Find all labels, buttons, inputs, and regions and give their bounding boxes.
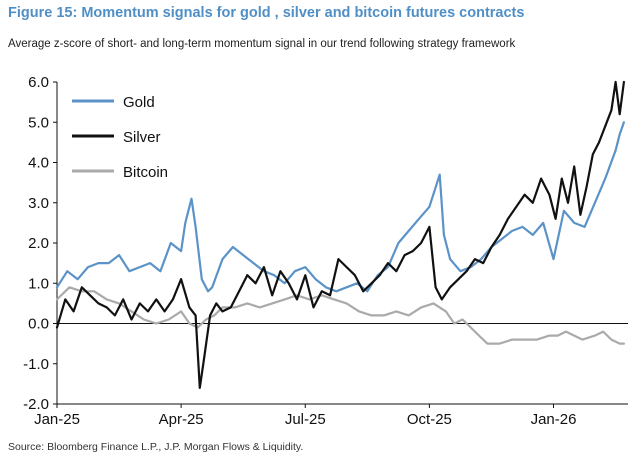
x-tick-label: Jan-26 bbox=[531, 411, 577, 428]
legend-label-silver: Silver bbox=[123, 129, 161, 146]
y-tick-label: 1.0 bbox=[28, 275, 49, 292]
x-tick-label: Oct-25 bbox=[407, 411, 452, 428]
y-tick-label: 0.0 bbox=[28, 316, 49, 333]
series-line-bitcoin bbox=[55, 286, 625, 345]
y-axis: 6.0 5.0 4.0 3.0 2.0 1.0 0.0 -1.0 -2.0 bbox=[23, 74, 57, 413]
x-tick-label: Jan-25 bbox=[34, 411, 80, 428]
chart-subtitle: Average z-score of short- and long-term … bbox=[8, 38, 516, 50]
series-line-silver bbox=[55, 80, 625, 389]
x-tick-label: Jul-25 bbox=[285, 411, 326, 428]
x-tick-label: Apr-25 bbox=[159, 411, 204, 428]
y-tick-label: 2.0 bbox=[28, 235, 49, 252]
legend-label-gold: Gold bbox=[123, 94, 155, 111]
y-tick-label: 4.0 bbox=[28, 155, 49, 172]
series-line-gold bbox=[55, 121, 625, 293]
x-axis: Jan-25 Apr-25 Jul-25 Oct-25 Jan-26 bbox=[34, 404, 576, 428]
series-group bbox=[55, 80, 625, 389]
y-tick-label: 5.0 bbox=[28, 114, 49, 131]
y-tick-label: -2.0 bbox=[23, 396, 49, 413]
chart-title: Figure 15: Momentum signals for gold , s… bbox=[8, 5, 525, 21]
legend: Gold Silver Bitcoin bbox=[72, 94, 168, 181]
y-tick-label: 6.0 bbox=[28, 74, 49, 91]
legend-label-bitcoin: Bitcoin bbox=[123, 164, 168, 181]
source-note: Source: Bloomberg Finance L.P., J.P. Mor… bbox=[8, 441, 304, 453]
y-tick-label: 3.0 bbox=[28, 195, 49, 212]
y-tick-label: -1.0 bbox=[23, 356, 49, 373]
